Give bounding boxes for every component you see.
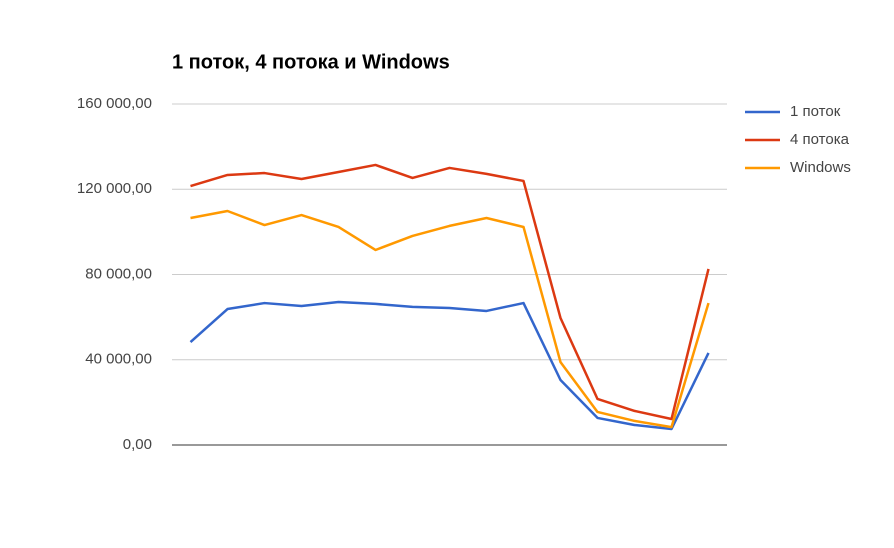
series-line	[189, 300, 710, 431]
y-tick-label: 160 000,00	[77, 95, 152, 112]
legend-label: Windows	[790, 159, 851, 176]
chart-title: 1 поток, 4 потока и Windows	[172, 51, 450, 73]
legend-label: 4 потока	[790, 131, 850, 148]
y-tick-label: 80 000,00	[85, 265, 152, 282]
y-tick-label: 120 000,00	[77, 180, 152, 197]
y-tick-label: 40 000,00	[85, 351, 152, 368]
series-line	[190, 163, 710, 421]
y-tick-label: 0,00	[123, 436, 152, 453]
series-line	[190, 209, 710, 429]
legend-label: 1 поток	[790, 103, 841, 120]
